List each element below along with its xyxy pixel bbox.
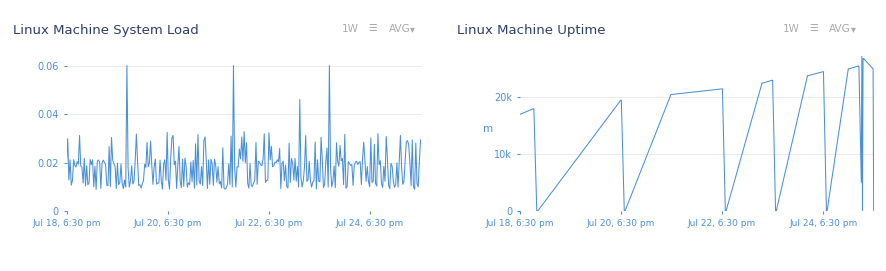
Text: ☰: ☰ <box>808 23 817 33</box>
Text: Linux Machine System Load: Linux Machine System Load <box>13 24 198 37</box>
Y-axis label: m: m <box>483 124 493 134</box>
Text: 1W: 1W <box>341 24 358 34</box>
Text: ☰: ☰ <box>368 23 377 33</box>
Text: 1W: 1W <box>781 24 798 34</box>
Text: AVG: AVG <box>388 24 410 34</box>
Text: ▾: ▾ <box>409 24 414 34</box>
Text: Linux Machine Uptime: Linux Machine Uptime <box>456 24 604 37</box>
Text: ▾: ▾ <box>850 24 854 34</box>
Text: AVG: AVG <box>828 24 851 34</box>
